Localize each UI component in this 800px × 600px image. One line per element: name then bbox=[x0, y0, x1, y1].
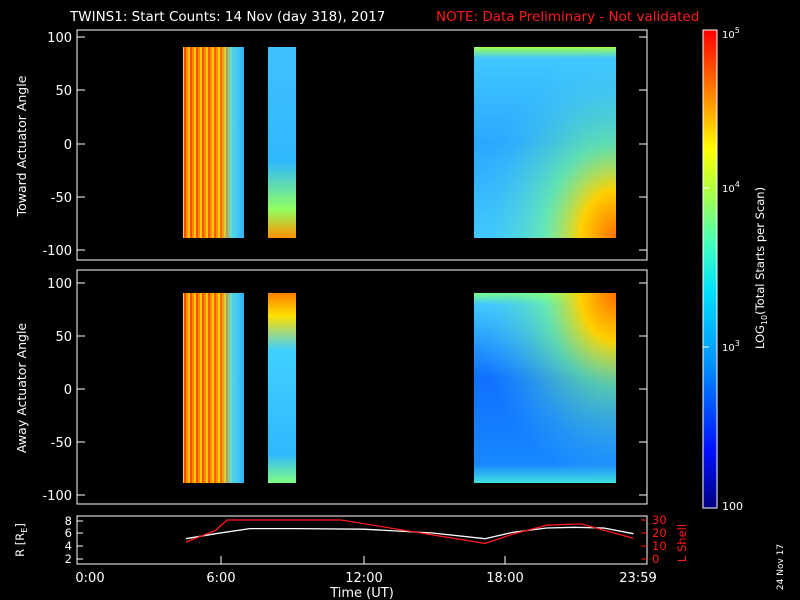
l-shell-line bbox=[185, 519, 634, 545]
top-y-tick-label: 0 bbox=[64, 138, 72, 153]
ephem-y2-tick-label: 0 bbox=[652, 552, 659, 566]
ephem-y-tick-label: 6 bbox=[65, 526, 72, 540]
time-tick-label: 6:00 bbox=[206, 571, 235, 586]
bottom-block-late-hotspot bbox=[474, 293, 616, 483]
colorbar-tick-1e5: 105 bbox=[722, 26, 740, 41]
time-axis: 0:00 6:00 12:00 18:00 23:59 Time (UT) bbox=[75, 556, 657, 600]
colorbar: 105 104 103 100 LOG10(Total Starts per S… bbox=[702, 26, 769, 513]
bottom-heatmap bbox=[183, 293, 616, 483]
colorbar-label: LOG10(Total Starts per Scan) bbox=[753, 187, 769, 349]
ephem-y-tick-label: 2 bbox=[65, 552, 72, 566]
ephem-y2-axis-label: L Shell bbox=[675, 524, 689, 562]
top-y-tick-label: -50 bbox=[51, 191, 72, 206]
ephemeris-lines bbox=[185, 519, 634, 545]
bottom-block-mid bbox=[268, 293, 296, 483]
preliminary-note: NOTE: Data Preliminary - Not validated bbox=[436, 9, 699, 25]
time-tick-label: 18:00 bbox=[486, 571, 523, 586]
bottom-y-axis-label: Away Actuator Angle bbox=[14, 323, 29, 454]
bottom-y-ticks: 100 50 0 -50 -100 bbox=[42, 277, 647, 504]
bottom-y-tick-label: -50 bbox=[51, 436, 72, 451]
ephem-y2-tick-label: 10 bbox=[652, 539, 667, 553]
colorbar-tick-1e3: 103 bbox=[722, 339, 740, 354]
colorbar-gradient bbox=[702, 29, 718, 509]
top-block-early-fade bbox=[183, 47, 244, 238]
date-stamp: 24 Nov 17 bbox=[776, 544, 786, 590]
bottom-y-tick-label: 0 bbox=[64, 383, 72, 398]
top-y-tick-label: 50 bbox=[55, 84, 72, 99]
top-block-mid bbox=[268, 47, 296, 238]
ephem-y2-tick-label: 30 bbox=[652, 513, 667, 527]
colorbar-tick-1e4: 104 bbox=[722, 180, 740, 195]
top-y-axis-label: Toward Actuator Angle bbox=[14, 75, 29, 217]
top-y-tick-label: 100 bbox=[47, 31, 72, 46]
bottom-y-tick-label: 100 bbox=[47, 277, 72, 292]
time-tick-label: 12:00 bbox=[345, 571, 382, 586]
bottom-block-early-fade bbox=[183, 293, 244, 483]
ephem-y-axis-label: R [RE] bbox=[13, 523, 29, 557]
top-y-ticks: 100 50 0 -50 -100 bbox=[42, 31, 647, 259]
ephem-y2-tick-label: 20 bbox=[652, 526, 667, 540]
ephemeris-left-ticks: 8 6 4 2 bbox=[65, 514, 83, 566]
bottom-y-tick-label: 50 bbox=[55, 330, 72, 345]
time-tick-label: 0:00 bbox=[75, 571, 104, 586]
colorbar-tick-100: 100 bbox=[722, 500, 743, 513]
bottom-y-tick-label: -100 bbox=[42, 489, 72, 504]
top-panel: 100 50 0 -50 -100 Toward Actuator Angle bbox=[14, 29, 648, 261]
time-tick-label: 23:59 bbox=[619, 571, 656, 586]
ephemeris-right-ticks: 30 20 10 0 bbox=[641, 513, 667, 566]
top-y-tick-label: -100 bbox=[42, 244, 72, 259]
r-distance-line bbox=[185, 526, 634, 540]
ephem-y-tick-label: 8 bbox=[65, 514, 72, 528]
time-axis-label: Time (UT) bbox=[329, 586, 394, 600]
bottom-panel: 100 50 0 -50 -100 Away Actuator Angle bbox=[14, 269, 648, 505]
top-block-late-hotspot bbox=[474, 47, 616, 238]
chart-title: TWINS1: Start Counts: 14 Nov (day 318), … bbox=[69, 9, 385, 25]
ephem-y-tick-label: 4 bbox=[65, 539, 72, 553]
top-heatmap bbox=[183, 47, 616, 238]
ephemeris-panel: 8 6 4 2 30 20 10 0 R [RE] L Shell bbox=[13, 513, 689, 566]
